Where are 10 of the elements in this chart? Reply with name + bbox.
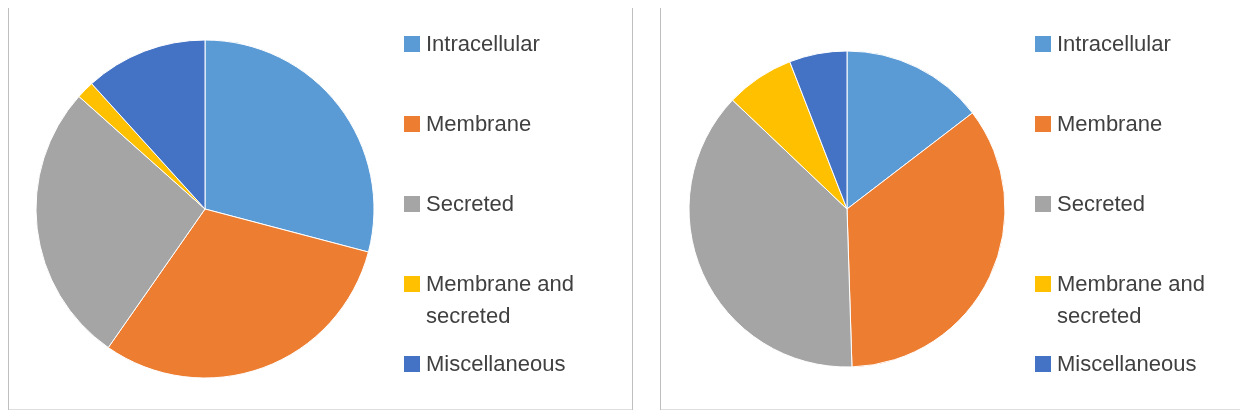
legend-label: Membrane <box>1057 111 1163 136</box>
legend-label: Secreted <box>1057 191 1146 216</box>
legend-label: Secreted <box>426 191 515 216</box>
legend-label: Membrane <box>426 111 532 136</box>
legend-label: Miscellaneous <box>426 351 566 376</box>
legend-label: Membrane and secreted <box>1057 271 1205 328</box>
legend-label: Miscellaneous <box>1057 351 1197 376</box>
legend-label: Intracellular <box>1057 31 1171 56</box>
legend-label: Membrane and secreted <box>426 271 574 328</box>
legend-label: Intracellular <box>426 31 540 56</box>
